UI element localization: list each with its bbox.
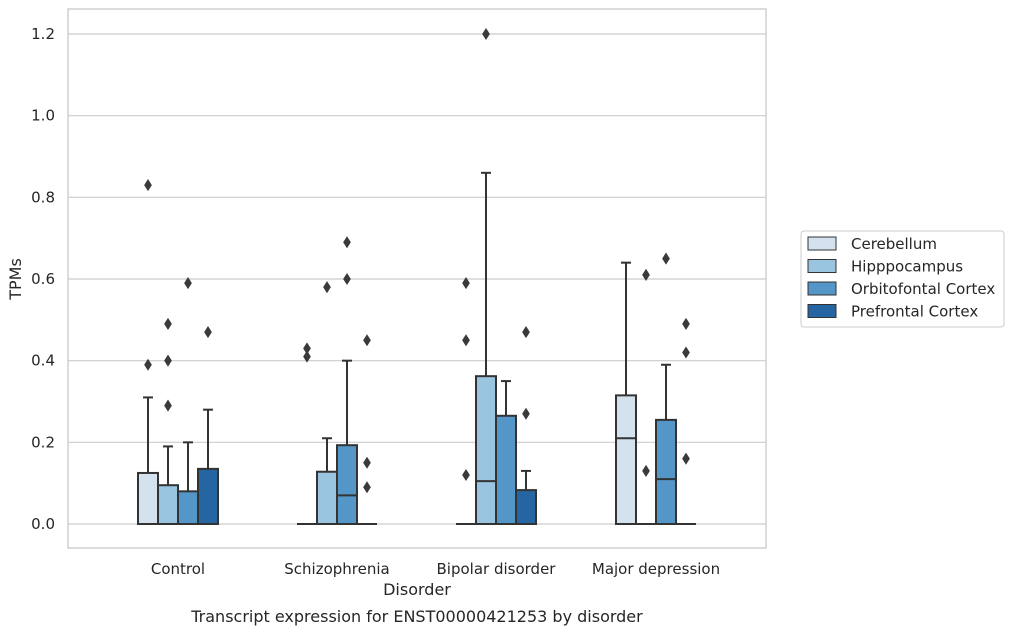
x-tick-label: Control (151, 560, 205, 578)
y-tick-label: 0.4 (31, 352, 55, 370)
outlier-point (164, 399, 172, 412)
outlier-point (482, 27, 490, 41)
outlier-point (682, 346, 690, 359)
outlier-point (343, 236, 351, 249)
outlier-point (642, 268, 650, 281)
legend-frame (800, 230, 1005, 328)
legend-label: Hipppocampus (851, 258, 963, 276)
outlier-point (303, 342, 311, 355)
box-body (137, 471, 159, 526)
box-body (475, 375, 497, 525)
outlier-point (204, 326, 212, 339)
box-body (615, 394, 637, 525)
box-group (197, 326, 219, 525)
legend: Cerebellum Hipppocampus Orbitofontal Corte… (800, 230, 1005, 328)
outlier-point (363, 334, 371, 347)
box-group (636, 268, 656, 525)
box-layer (137, 27, 696, 526)
outlier-point (144, 358, 152, 371)
y-tick-label: 0.0 (31, 515, 55, 533)
outlier-point (303, 350, 311, 363)
legend-swatch (807, 236, 837, 251)
x-tick-label: Major depression (592, 560, 720, 578)
box-group (297, 342, 317, 525)
outlier-point (462, 468, 470, 482)
outlier-point (363, 481, 371, 494)
outlier-point (343, 272, 351, 286)
box-group (676, 317, 696, 525)
outlier-point (363, 456, 371, 469)
box-body (336, 444, 358, 526)
box-group (495, 380, 517, 525)
box-group (475, 27, 497, 525)
legend-label: Cerebellum (851, 235, 937, 253)
y-tick-label: 1.0 (31, 107, 55, 125)
outlier-point (462, 277, 470, 290)
legend-swatch (807, 304, 837, 318)
box-body (177, 490, 199, 526)
outlier-point (164, 317, 172, 330)
outlier-point (462, 334, 470, 347)
outlier-point (144, 179, 152, 192)
box-group (655, 252, 677, 525)
outlier-point (662, 252, 670, 265)
plot-frame (67, 8, 767, 549)
outlier-point (522, 326, 530, 339)
box-group (515, 326, 537, 526)
x-tick-label: Bipolar disorder (437, 560, 557, 578)
box-group (615, 261, 637, 525)
x-tick-labels: Control Schizophrenia Bipolar disorder Majo… (151, 560, 720, 578)
box-body (655, 418, 677, 525)
box-body (495, 414, 517, 525)
legend-swatch (807, 281, 837, 296)
chart-caption: Transcript expression for ENST0000042125… (190, 607, 643, 626)
outlier-point (323, 281, 331, 294)
outlier-point (642, 464, 650, 477)
y-tick-label: 1.2 (31, 25, 55, 43)
y-tick-label: 0.8 (31, 188, 55, 206)
y-tick-labels: 0.0 0.2 0.4 0.6 0.8 1.0 1.2 (31, 25, 55, 533)
y-tick-label: 0.6 (31, 270, 55, 288)
legend-label: Prefrontal Cortex (851, 303, 978, 321)
box-body (197, 467, 219, 525)
y-axis-label: TPMs (6, 258, 25, 301)
x-axis-label: Disorder (383, 580, 451, 599)
box-group (357, 334, 377, 525)
outlier-point (682, 317, 690, 330)
legend-swatch (807, 259, 837, 273)
box-group (137, 179, 159, 526)
legend-label: Orbitofontal Cortex (851, 280, 995, 298)
outlier-point (682, 452, 690, 465)
box-group (316, 281, 338, 526)
box-group (456, 277, 476, 525)
box-group (177, 277, 199, 526)
outlier-point (184, 277, 192, 290)
box-body (157, 484, 179, 526)
y-tick-label: 0.2 (31, 433, 55, 451)
outlier-point (164, 354, 172, 367)
box-body (515, 489, 537, 526)
box-group (336, 236, 358, 526)
box-body (316, 470, 338, 526)
x-tick-label: Schizophrenia (284, 560, 389, 578)
outlier-point (522, 407, 530, 420)
